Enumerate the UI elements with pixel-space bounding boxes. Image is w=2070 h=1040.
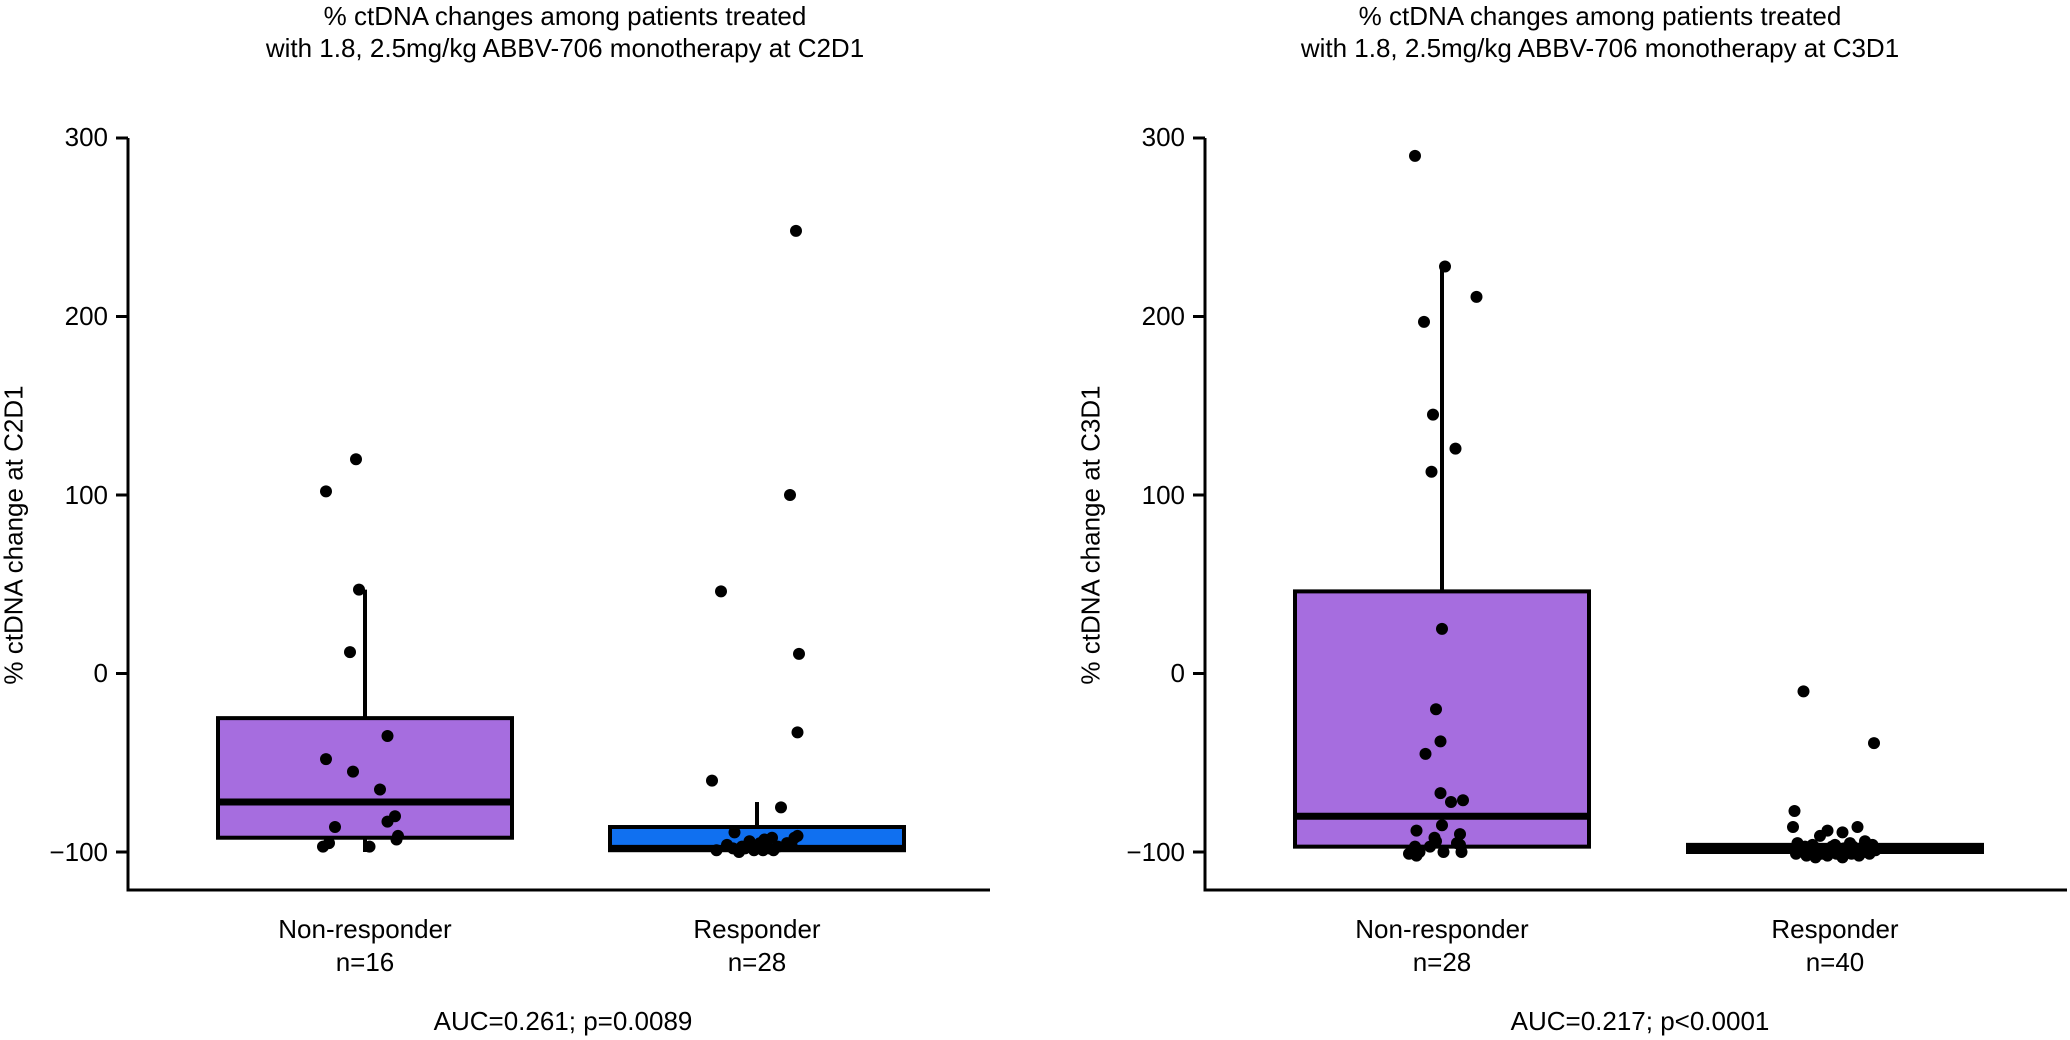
data-point: [793, 647, 805, 660]
data-point: [710, 844, 723, 857]
y-tick-label: 300: [64, 122, 108, 152]
data-point: [320, 753, 332, 766]
data-point: [317, 840, 329, 853]
data-point: [1410, 824, 1423, 837]
data-point: [790, 224, 802, 237]
data-point: [344, 646, 356, 659]
category-label-responder: Responder n=28: [607, 913, 907, 979]
category-n: n=28: [727, 947, 787, 977]
category-label-responder: Responder n=40: [1685, 913, 1985, 979]
category-n: n=16: [335, 947, 395, 977]
category-label-non-responder: Non-responder n=28: [1292, 913, 1592, 979]
data-point: [374, 783, 386, 796]
data-point: [715, 585, 727, 598]
data-point: [1449, 442, 1462, 455]
data-point: [1821, 849, 1834, 862]
category-label-non-responder: Non-responder n=16: [215, 913, 515, 979]
data-point: [1814, 829, 1826, 842]
data-point: [350, 453, 362, 466]
category-name: Responder: [693, 914, 821, 944]
data-point: [381, 729, 394, 742]
data-point: [1418, 315, 1430, 328]
data-point: [1455, 846, 1468, 858]
data-point: [1419, 747, 1432, 760]
data-point: [381, 815, 394, 828]
chart-panel-c2d1: % ctDNA changes among patients treated w…: [0, 1, 990, 1036]
plot-area: [116, 136, 990, 892]
data-point: [1800, 849, 1813, 862]
chart-title: % ctDNA changes among patients treated w…: [60, 0, 1070, 64]
data-point: [785, 838, 798, 851]
data-point: [1436, 622, 1448, 635]
data-point: [1470, 290, 1483, 303]
y-tick-label: 0: [93, 658, 108, 688]
data-point: [728, 826, 741, 839]
chart-title-line-2: with 1.8, 2.5mg/kg ABBV-706 monotherapy …: [1300, 33, 1900, 63]
data-point: [767, 844, 780, 857]
category-name: Non-responder: [1355, 914, 1529, 944]
data-point: [775, 801, 787, 814]
data-point: [1430, 703, 1442, 716]
data-point: [1437, 846, 1450, 858]
data-point: [1424, 840, 1436, 853]
y-tick-label: 0: [1170, 658, 1185, 688]
data-point: [1434, 735, 1447, 748]
chart-title: % ctDNA changes among patients treated w…: [1095, 0, 2070, 64]
data-point: [1457, 794, 1469, 807]
data-point: [791, 726, 804, 739]
auc-footer: AUC=0.217; p<0.0001: [1510, 1006, 1770, 1036]
data-point: [1409, 149, 1421, 162]
box-non-responder: [216, 716, 514, 840]
chart-title-line-1: % ctDNA changes among patients treated: [1358, 1, 1842, 31]
category-n: n=40: [1805, 947, 1865, 977]
data-point: [1863, 847, 1876, 860]
y-tick-label: 300: [1141, 122, 1185, 152]
data-point: [347, 765, 359, 778]
category-n: n=28: [1412, 947, 1472, 977]
category-name: Responder: [1771, 914, 1899, 944]
data-point: [748, 844, 760, 857]
chart-title-line-2: with 1.8, 2.5mg/kg ABBV-706 monotherapy …: [265, 33, 865, 63]
y-tick-label: 200: [1141, 301, 1185, 331]
data-point: [1797, 685, 1810, 698]
data-point: [1439, 260, 1451, 273]
data-point: [1868, 737, 1880, 750]
data-point: [363, 840, 376, 853]
data-point: [390, 833, 403, 846]
data-point: [1853, 849, 1865, 862]
data-point: [1788, 804, 1801, 817]
data-point: [1425, 465, 1438, 478]
plot-area: [1193, 136, 2067, 892]
y-tick-label: −100: [1126, 837, 1185, 867]
chart-panel-c3d1: % ctDNA changes among patients treated w…: [1035, 0, 2070, 1040]
data-point: [1790, 847, 1802, 860]
data-point: [757, 844, 769, 857]
data-point: [1836, 826, 1849, 839]
data-point: [1809, 851, 1822, 864]
data-point: [1445, 796, 1457, 809]
y-tick-label: −100: [49, 837, 108, 867]
data-point: [733, 846, 745, 858]
data-point: [1851, 821, 1864, 834]
y-tick-label: 200: [64, 301, 108, 331]
auc-footer: AUC=0.261; p=0.0089: [433, 1006, 693, 1036]
data-point: [1434, 787, 1447, 800]
data-point: [1436, 819, 1448, 832]
chart-title-line-1: % ctDNA changes among patients treated: [323, 1, 807, 31]
y-tick-label: 100: [1141, 480, 1185, 510]
data-point: [1427, 408, 1439, 421]
data-point: [1410, 849, 1423, 862]
data-point: [706, 774, 718, 787]
data-point: [353, 583, 365, 596]
data-point: [1787, 821, 1799, 834]
category-name: Non-responder: [278, 914, 452, 944]
data-point: [1836, 851, 1849, 864]
data-point: [784, 489, 796, 501]
data-point: [329, 821, 341, 834]
y-tick-label: 100: [64, 480, 108, 510]
data-point: [320, 485, 332, 498]
